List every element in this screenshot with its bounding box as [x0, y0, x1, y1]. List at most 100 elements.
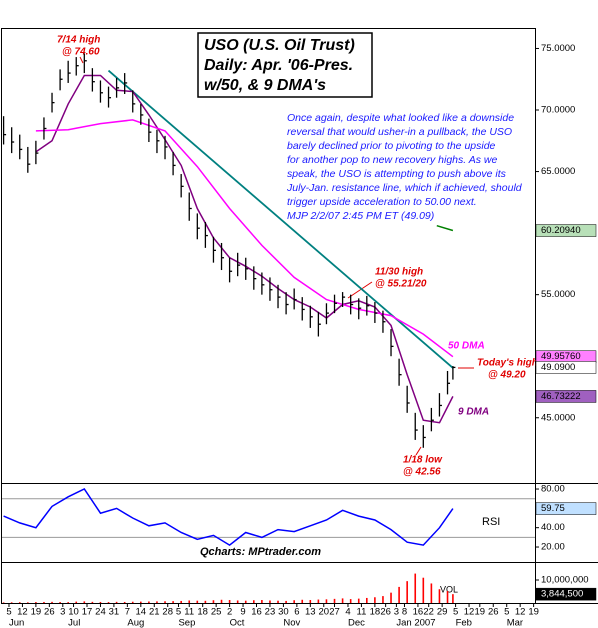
volume-bar	[309, 600, 312, 603]
x-tick-label: 30	[278, 607, 289, 618]
x-tick-label: 29	[437, 607, 448, 618]
volume-bar	[172, 601, 174, 603]
volume-bar	[188, 600, 191, 603]
volume-bar	[212, 600, 215, 603]
annotation: @ 42.56	[403, 467, 441, 478]
last-value-label: 60.20940	[541, 225, 581, 236]
x-tick-label: 23	[265, 607, 276, 618]
panel-label: RSI	[482, 516, 500, 528]
chart-title: w/50, & 9 DMA's	[204, 77, 326, 94]
volume-bar	[148, 601, 150, 603]
x-tick-label: 10	[68, 607, 79, 618]
last-value-label: 49.0900	[541, 362, 575, 373]
x-tick-label: 3	[60, 607, 65, 618]
x-tick-label: 18	[197, 607, 208, 618]
y-tick-label: 10,000,000	[541, 575, 589, 586]
y-tick-label: 75.0000	[541, 43, 575, 54]
volume-bar	[285, 600, 287, 603]
month-label: Jan 2007	[396, 618, 435, 628]
volume-bar	[27, 602, 29, 603]
month-label: Jun	[9, 618, 24, 628]
credit: Qcharts: MPtrader.com	[200, 546, 321, 558]
x-tick-label: 17	[82, 607, 93, 618]
volume-bar	[422, 577, 425, 603]
volume-bar	[414, 573, 417, 603]
y-tick-label: 65.0000	[541, 166, 575, 177]
y-tick-label: 45.0000	[541, 412, 575, 423]
x-tick-label: 22	[423, 607, 434, 618]
volume-bar	[438, 589, 441, 603]
last-value-box	[535, 224, 597, 237]
comment-line: speak, the USO is attempting to push abo…	[287, 168, 507, 180]
x-tick-label: 5	[504, 607, 509, 618]
month-label: Jul	[68, 618, 80, 628]
volume-bar	[333, 598, 336, 603]
volume-bar	[43, 601, 45, 603]
volume-bar	[67, 602, 69, 603]
comment-line: for another pop to new recovery highs. A…	[287, 154, 497, 166]
y-tick-label: 80.00	[541, 484, 565, 495]
volume-bar	[115, 601, 118, 603]
annotation-arrow	[415, 446, 422, 456]
volume-bar	[35, 602, 37, 603]
x-tick-label: 12	[515, 607, 526, 618]
comment-line: barely declined prior to pivoting to the…	[287, 140, 496, 152]
volume-bar	[357, 598, 360, 603]
x-tick-label: 16	[251, 607, 262, 618]
volume-bar	[164, 601, 166, 603]
annotation: 7/14 high	[57, 35, 100, 46]
volume-bar	[2, 602, 5, 603]
volume-bar	[261, 600, 263, 603]
volume-bar	[196, 600, 199, 603]
y-tick-label: 70.0000	[541, 105, 575, 116]
volume-bar	[180, 600, 182, 603]
annotation-arrow	[79, 56, 84, 64]
comment-line: MJP 2/2/07 2:45 PM ET (49.09)	[287, 210, 434, 222]
last-value-label: 46.73222	[541, 391, 581, 402]
volume-bar	[99, 601, 102, 603]
annotation: @ 49.20	[488, 370, 526, 381]
volume-bar	[75, 601, 78, 603]
volume-bar	[452, 594, 454, 603]
green-line	[436, 224, 454, 232]
volume-bar	[301, 599, 304, 603]
comment-line: trigger upside acceleration to 50.00 nex…	[287, 196, 477, 208]
last-value-label: 49.95760	[541, 351, 581, 362]
last-value-box	[535, 361, 597, 374]
volume-bar	[156, 601, 158, 603]
volume-bar	[349, 599, 352, 603]
y-tick-label: 40.00	[541, 522, 565, 533]
month-label: Oct	[230, 618, 245, 628]
x-tick-label: 19	[31, 607, 42, 618]
x-tick-label: 7	[125, 607, 130, 618]
comment-line: July-Jan. resistance line, which if achi…	[286, 182, 523, 194]
x-tick-label: 28	[162, 607, 173, 618]
volume-bar	[51, 601, 53, 603]
y-tick-label: 55.0000	[541, 289, 575, 300]
annotation: Today's high	[477, 358, 538, 369]
x-tick-label: 4	[345, 607, 350, 618]
volume-bar	[317, 599, 320, 603]
volume-bar	[244, 600, 247, 603]
x-tick-label: 8	[402, 607, 407, 618]
x-tick-label: 18	[370, 607, 381, 618]
volume-bar	[91, 601, 94, 603]
x-tick-label: 26	[44, 607, 55, 618]
last-value-box	[535, 587, 597, 601]
volume-bar	[18, 602, 21, 603]
volume-bar	[366, 597, 368, 603]
volume-bar	[131, 601, 134, 603]
commentary: Once again, despite what looked like a d…	[286, 112, 523, 222]
month-label: Dec	[348, 618, 365, 628]
x-tick-label: 9	[240, 607, 245, 618]
volume-bar	[406, 581, 408, 603]
volume-bar	[325, 599, 328, 603]
volume-bar	[277, 600, 279, 603]
chart-title: USO (U.S. Oil Trust)	[204, 37, 355, 54]
x-tick-label: 25	[211, 607, 222, 618]
annotation: 11/30 high	[375, 267, 423, 278]
volume-bar	[220, 599, 223, 603]
x-tick-label: 5	[6, 607, 11, 618]
x-tick-label: 6	[294, 607, 299, 618]
month-label: Feb	[456, 618, 472, 628]
